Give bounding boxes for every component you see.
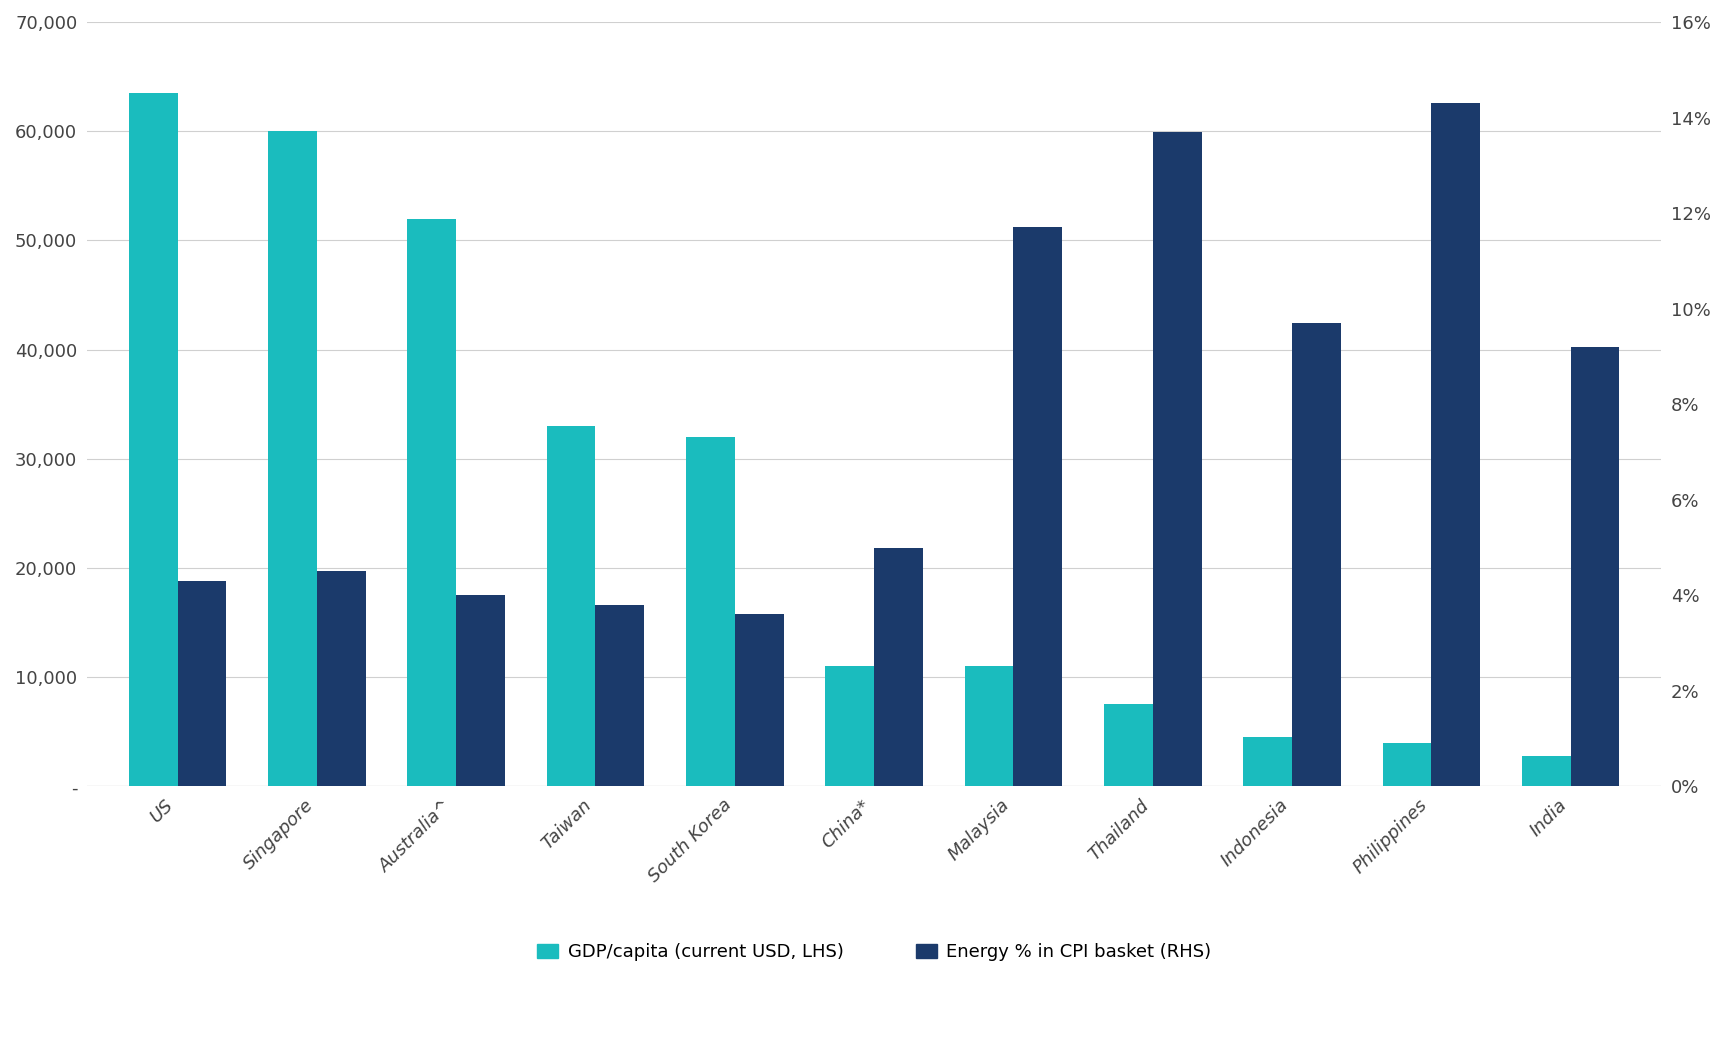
Bar [873, 548, 923, 787]
Bar [965, 667, 1013, 787]
Bar [1105, 705, 1153, 787]
Bar [1431, 103, 1481, 787]
Bar [1243, 738, 1293, 787]
Bar [268, 131, 318, 787]
Bar [1522, 756, 1571, 787]
Bar [129, 93, 178, 787]
Bar [456, 596, 506, 787]
Bar [1293, 323, 1341, 787]
Bar [1153, 131, 1201, 787]
Bar [1383, 743, 1431, 787]
Bar [1571, 347, 1619, 787]
Bar [178, 581, 226, 787]
Bar [318, 571, 366, 787]
Bar [1013, 228, 1061, 787]
Bar [685, 437, 735, 787]
Bar [825, 667, 873, 787]
Legend: GDP/capita (current USD, LHS), Energy % in CPI basket (RHS): GDP/capita (current USD, LHS), Energy % … [530, 936, 1219, 969]
Bar [595, 605, 644, 787]
Bar [407, 218, 456, 787]
Bar [735, 615, 784, 787]
Bar [547, 426, 595, 787]
